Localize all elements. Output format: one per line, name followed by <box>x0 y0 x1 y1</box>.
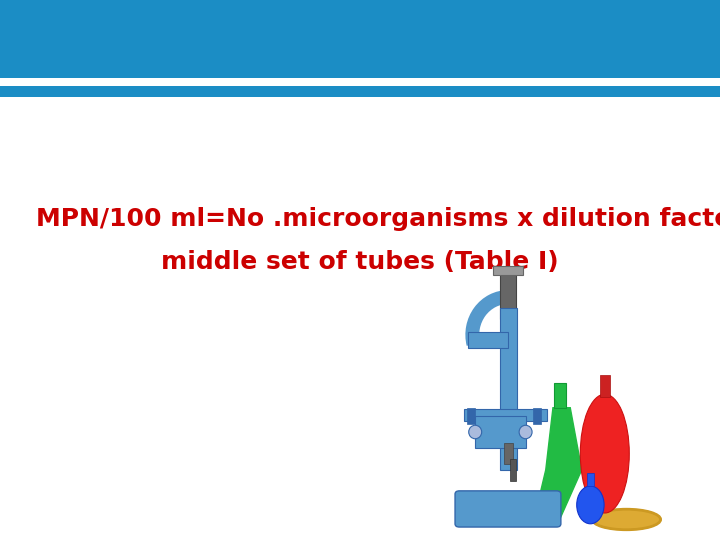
Ellipse shape <box>580 394 629 513</box>
Ellipse shape <box>519 426 532 438</box>
Text: middle set of tubes (Table I): middle set of tubes (Table I) <box>161 250 559 274</box>
Bar <box>0 0 720 78</box>
Bar <box>533 408 541 424</box>
Bar <box>467 408 475 424</box>
FancyBboxPatch shape <box>455 491 561 527</box>
Text: MPN/100 ml=No .microorganisms x dilution factor of: MPN/100 ml=No .microorganisms x dilution… <box>36 207 720 231</box>
Polygon shape <box>534 408 582 518</box>
Ellipse shape <box>592 509 661 530</box>
Bar <box>500 273 516 319</box>
Bar <box>468 332 508 348</box>
Bar <box>464 409 547 421</box>
Ellipse shape <box>577 486 604 524</box>
Bar <box>0 78 720 86</box>
Bar <box>554 383 566 408</box>
Bar <box>493 266 523 275</box>
Bar <box>500 308 517 470</box>
Bar <box>0 97 720 103</box>
Bar <box>600 375 610 397</box>
Bar <box>0 86 720 97</box>
Bar <box>504 443 513 464</box>
Bar <box>587 472 594 486</box>
Bar <box>475 416 526 448</box>
Ellipse shape <box>469 426 482 438</box>
Bar <box>510 459 516 481</box>
